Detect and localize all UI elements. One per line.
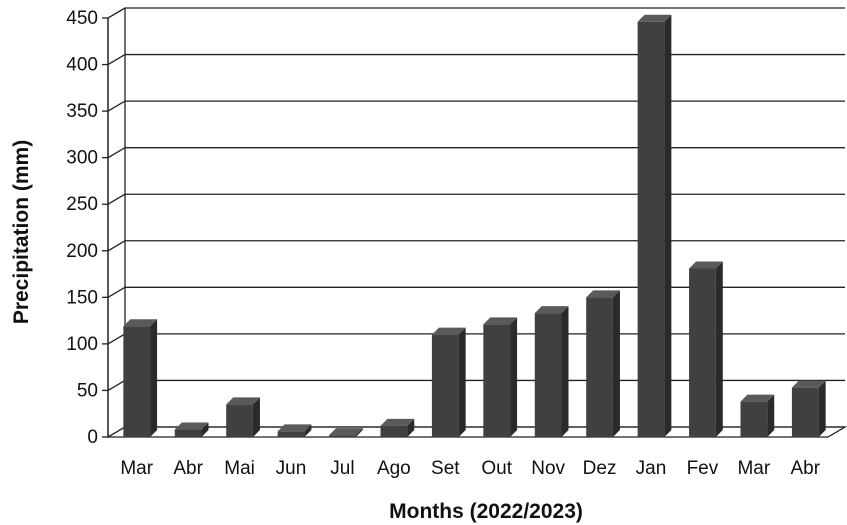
bar-top [534,306,569,314]
gridline-connector [107,147,126,159]
bar [637,14,672,437]
bar-front [431,334,459,437]
bar-front [534,313,562,437]
y-tick-label: 350 [66,101,98,122]
chart-axes [102,7,847,438]
bar-top [123,319,158,327]
x-tick-label: Jan [636,458,667,479]
x-tick-label: Abr [790,458,820,479]
x-tick-label: Ago [377,458,411,479]
gridline-connector [107,53,126,66]
x-tick-label: Mai [224,458,255,479]
bar [689,261,723,437]
bar-top [637,14,672,22]
bar-side [818,380,826,437]
bar [226,397,260,437]
bar-side [612,290,620,437]
bar-top [431,327,466,335]
bar-top [277,424,312,432]
bar [329,428,363,437]
bar-top [586,290,620,298]
y-tick-label: 300 [66,148,98,169]
bar-side [252,397,260,437]
bar-side [767,394,775,437]
y-tick-label: 50 [77,380,98,401]
gridline-connector [107,240,126,252]
bar-side [664,14,672,437]
top-connector [107,7,126,19]
bar-front [380,425,408,437]
bar [791,380,826,437]
bar-side [510,317,518,437]
bar-side [715,261,723,437]
x-tick-label: Mar [120,458,153,479]
bar-top [226,397,260,405]
bar [483,317,518,437]
y-tick-label: 100 [66,334,98,355]
bar-top [380,418,415,426]
gridline-connector [107,100,126,112]
x-tick-label: Nov [531,458,565,479]
x-tick-label: Mar [737,458,770,479]
y-tick-label: 200 [66,241,98,262]
x-tick-label: Jun [276,458,307,479]
bar-top [791,380,826,388]
bar-front [123,326,151,437]
bar-side [561,306,569,437]
bar [277,424,312,437]
x-tick-label: Fev [687,458,719,479]
chart-floor [105,426,847,438]
y-tick-label: 400 [66,55,98,76]
bar-side [201,422,209,437]
x-tick-label: Dez [583,458,617,479]
bar-front [689,268,716,437]
x-tick-labels: Mar Abr Mai Jun Jul Ago Set Out Nov Dez Jan Fev Mar A… [120,458,820,479]
bar-front [483,324,511,437]
bar-side [355,428,363,437]
gridline-connector [107,379,126,392]
x-tick-label: Abr [173,458,203,479]
y-axis-title: Precipitation (mm) [10,140,33,324]
bar [534,306,569,437]
x-tick-label: Out [481,458,512,479]
bar [740,394,775,437]
bar-side [407,418,415,437]
bar-front [740,401,768,437]
bar-front [226,404,253,437]
x-tick-label: Set [431,458,460,479]
bar-front [277,431,305,437]
bar-top [740,394,775,402]
bar-top [689,261,723,269]
bar-front [174,429,202,437]
bar [431,327,466,437]
bar [174,422,209,437]
y-tick-label: 0 [87,427,98,448]
y-tick-label: 450 [66,8,98,29]
bar-front [586,297,613,437]
bar-side [304,424,312,437]
y-tick-labels: 0 50 100 150 200 250 300 350 400 450 [66,8,98,448]
bar-top [483,317,518,325]
bar [123,319,158,437]
gridline-connector [107,286,126,298]
bar [380,418,415,437]
grid-lines [107,7,845,438]
x-axis-title: Months (2022/2023) [389,500,583,523]
x-tick-label: Jul [330,458,354,479]
gridline-connector [107,333,126,345]
bar [586,290,620,437]
bar-front [791,387,819,437]
bar-side [150,319,158,437]
bar-side [458,327,466,437]
y-tick-label: 250 [66,194,98,215]
gridline-connector [107,193,126,205]
bar-front [637,21,665,437]
bar-top [174,422,209,430]
y-tick-label: 150 [66,287,98,308]
bar-front [329,435,356,437]
bars [123,14,826,437]
bar-top [329,428,363,436]
